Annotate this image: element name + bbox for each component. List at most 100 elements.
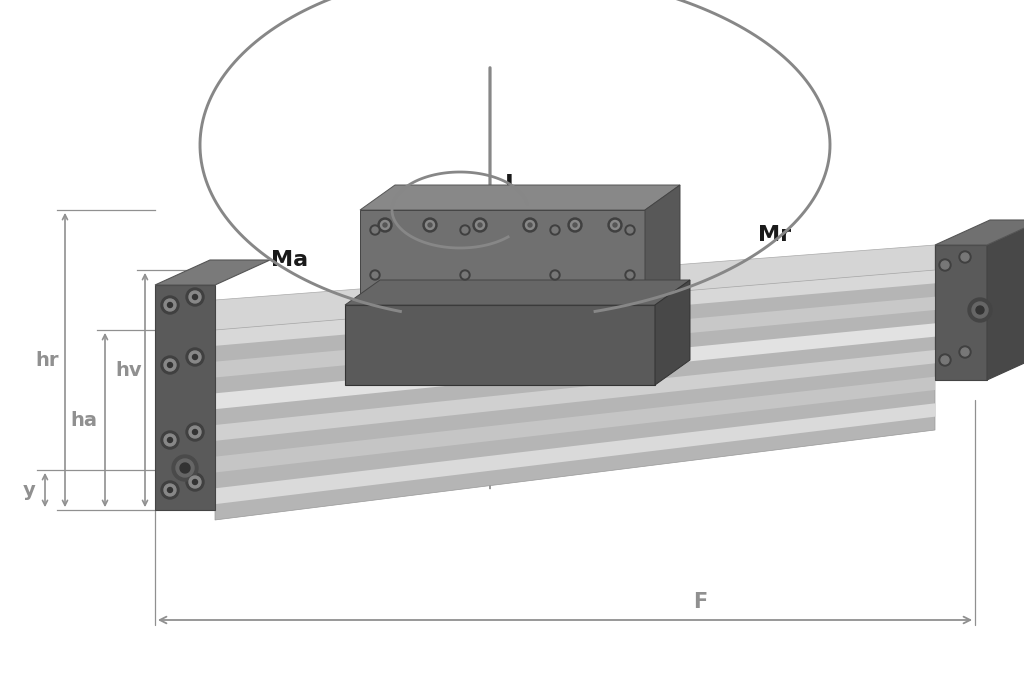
- Circle shape: [475, 221, 484, 229]
- Circle shape: [164, 434, 176, 446]
- Circle shape: [381, 221, 389, 229]
- Circle shape: [608, 218, 622, 232]
- Circle shape: [189, 426, 201, 438]
- Circle shape: [176, 459, 194, 477]
- Circle shape: [523, 218, 537, 232]
- Circle shape: [161, 356, 179, 374]
- Circle shape: [186, 348, 204, 366]
- Text: F: F: [693, 592, 708, 612]
- Polygon shape: [215, 324, 935, 409]
- Circle shape: [625, 270, 635, 280]
- Circle shape: [478, 223, 482, 227]
- Circle shape: [168, 438, 172, 442]
- Polygon shape: [215, 376, 935, 473]
- Circle shape: [164, 359, 176, 371]
- Circle shape: [370, 225, 380, 235]
- Circle shape: [528, 223, 532, 227]
- Circle shape: [460, 270, 470, 280]
- Polygon shape: [345, 280, 690, 305]
- Circle shape: [168, 302, 172, 308]
- Polygon shape: [345, 305, 655, 385]
- Circle shape: [613, 223, 617, 227]
- Circle shape: [193, 295, 198, 300]
- Circle shape: [939, 354, 951, 366]
- Circle shape: [423, 218, 437, 232]
- Circle shape: [164, 484, 176, 496]
- Polygon shape: [360, 210, 645, 305]
- Circle shape: [161, 296, 179, 314]
- Circle shape: [552, 227, 558, 233]
- Circle shape: [961, 348, 969, 356]
- Circle shape: [372, 272, 378, 278]
- Polygon shape: [215, 245, 935, 330]
- Circle shape: [383, 223, 387, 227]
- Polygon shape: [215, 270, 935, 520]
- Circle shape: [959, 346, 971, 358]
- Circle shape: [573, 223, 577, 227]
- Circle shape: [550, 270, 560, 280]
- Circle shape: [625, 225, 635, 235]
- Polygon shape: [987, 220, 1024, 380]
- Circle shape: [610, 221, 620, 229]
- Circle shape: [168, 488, 172, 493]
- Circle shape: [473, 218, 487, 232]
- Polygon shape: [935, 245, 987, 380]
- Circle shape: [462, 227, 468, 233]
- Polygon shape: [360, 185, 680, 210]
- Circle shape: [193, 429, 198, 434]
- Text: y: y: [23, 480, 36, 499]
- Circle shape: [460, 225, 470, 235]
- Circle shape: [959, 251, 971, 263]
- Polygon shape: [155, 285, 215, 510]
- Circle shape: [180, 463, 190, 473]
- Polygon shape: [155, 260, 270, 285]
- Text: Ma: Ma: [271, 250, 308, 270]
- Circle shape: [193, 354, 198, 359]
- Polygon shape: [215, 297, 935, 377]
- Circle shape: [627, 227, 633, 233]
- Polygon shape: [215, 350, 935, 441]
- Polygon shape: [215, 270, 935, 346]
- Circle shape: [172, 455, 198, 481]
- Text: L: L: [505, 173, 519, 197]
- Circle shape: [193, 480, 198, 484]
- Circle shape: [378, 218, 392, 232]
- Polygon shape: [215, 403, 935, 504]
- Text: ha: ha: [70, 411, 97, 429]
- Text: hr: hr: [35, 350, 58, 370]
- Polygon shape: [645, 185, 680, 305]
- Circle shape: [370, 270, 380, 280]
- Circle shape: [426, 221, 434, 229]
- Circle shape: [372, 227, 378, 233]
- Circle shape: [164, 299, 176, 311]
- Circle shape: [189, 291, 201, 303]
- Circle shape: [941, 356, 949, 364]
- Circle shape: [189, 476, 201, 488]
- Circle shape: [186, 288, 204, 306]
- Circle shape: [186, 473, 204, 491]
- Circle shape: [552, 272, 558, 278]
- Circle shape: [168, 363, 172, 368]
- Circle shape: [186, 423, 204, 441]
- Circle shape: [976, 306, 984, 314]
- Circle shape: [961, 253, 969, 261]
- Circle shape: [161, 431, 179, 449]
- Polygon shape: [935, 220, 1024, 245]
- Text: Mv: Mv: [368, 225, 402, 245]
- Circle shape: [161, 481, 179, 499]
- Circle shape: [939, 259, 951, 271]
- Polygon shape: [655, 280, 690, 385]
- Circle shape: [941, 261, 949, 269]
- Circle shape: [568, 218, 582, 232]
- Circle shape: [525, 221, 535, 229]
- Circle shape: [627, 272, 633, 278]
- Circle shape: [550, 225, 560, 235]
- Circle shape: [462, 272, 468, 278]
- Text: hv: hv: [115, 361, 141, 379]
- Circle shape: [189, 351, 201, 363]
- Circle shape: [428, 223, 432, 227]
- Text: Mr: Mr: [759, 225, 792, 245]
- Circle shape: [972, 302, 988, 318]
- Circle shape: [570, 221, 580, 229]
- Circle shape: [968, 298, 992, 322]
